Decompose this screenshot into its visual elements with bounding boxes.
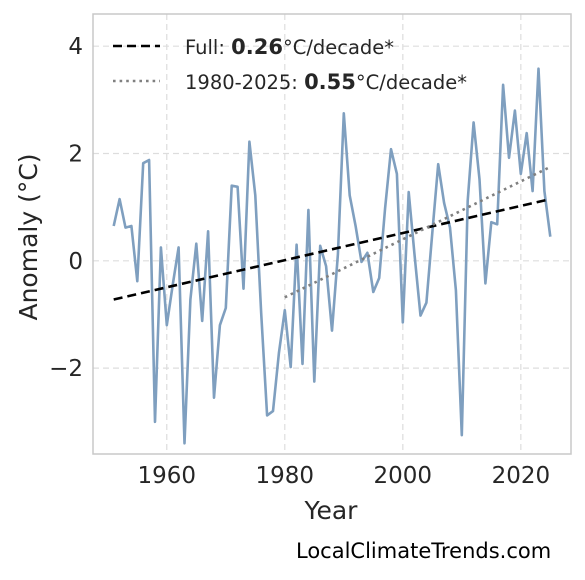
y-tick-label: −2 (49, 356, 83, 382)
recent-trend-line (284, 165, 551, 299)
x-tick-label: 2000 (374, 463, 433, 489)
legend-recent-label: 1980-2025: 0.55°C/decade* (185, 70, 467, 94)
x-tick-label: 1960 (137, 463, 196, 489)
full-trend-line (113, 197, 551, 301)
series-layer (112, 67, 552, 445)
legend: Full: 0.26°C/decade* 1980-2025: 0.55°C/d… (113, 35, 467, 94)
tick-labels: 1960 1980 2000 2020 −2 0 2 4 (49, 34, 550, 489)
y-tick-label: 4 (68, 34, 83, 60)
watermark-text: LocalClimateTrends.com (296, 539, 552, 563)
y-tick-label: 0 (68, 249, 83, 275)
anomaly-series-line (112, 67, 552, 445)
x-axis-label: Year (304, 496, 359, 525)
y-axis-label: Anomaly (°C) (14, 153, 43, 320)
legend-full-label: Full: 0.26°C/decade* (185, 35, 394, 59)
y-tick-label: 2 (68, 142, 83, 168)
x-tick-label: 1980 (256, 463, 315, 489)
x-tick-label: 2020 (492, 463, 551, 489)
plot-frame (92, 13, 572, 455)
